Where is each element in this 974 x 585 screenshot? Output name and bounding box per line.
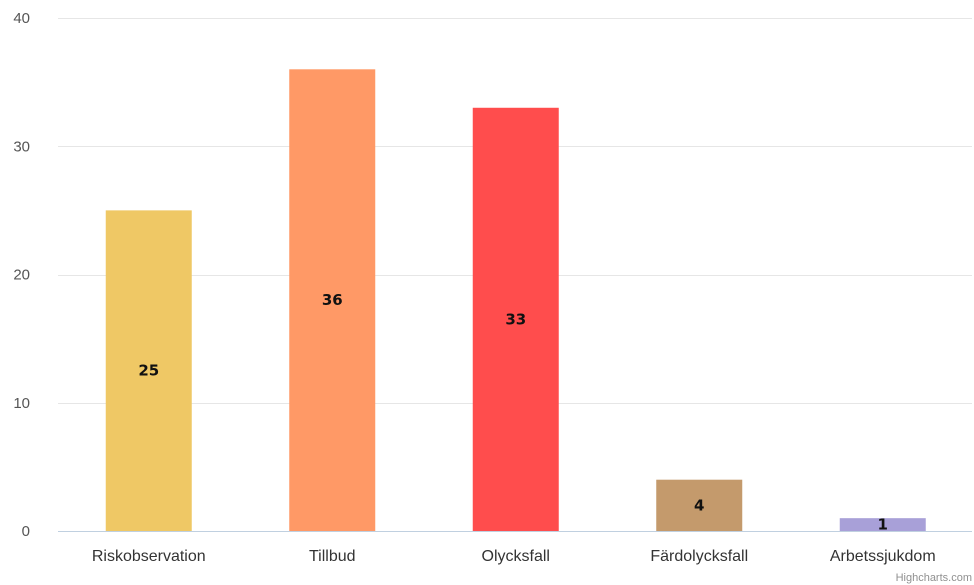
x-tick-label: Arbetssjukdom xyxy=(830,548,936,565)
x-tick-label: Olycksfall xyxy=(482,548,550,565)
y-tick-label: 40 xyxy=(13,10,30,27)
data-label: 4 xyxy=(694,496,704,514)
x-axis-labels: Riskobservation Tillbud Olycksfall Färdolyc… xyxy=(92,548,936,565)
bar-olycksfall[interactable] xyxy=(472,107,559,532)
data-label: 25 xyxy=(138,362,159,380)
credits-link[interactable]: Highcharts.com xyxy=(895,572,972,584)
data-label: 33 xyxy=(505,310,526,328)
data-label: 36 xyxy=(322,291,343,309)
y-axis-ticks: 0 10 20 30 40 xyxy=(13,10,30,540)
bar-riskobservation[interactable] xyxy=(105,210,192,531)
x-tick-label: Färdolycksfall xyxy=(650,548,748,565)
x-tick-label: Tillbud xyxy=(309,548,356,565)
y-tick-label: 10 xyxy=(13,395,30,412)
y-tick-label: 30 xyxy=(13,138,30,155)
y-tick-label: 20 xyxy=(13,267,30,284)
bar-färdolycksfall[interactable] xyxy=(656,479,743,531)
y-tick-label: 0 xyxy=(22,523,30,540)
bar-tillbud[interactable] xyxy=(289,69,376,532)
bar-arbetssjukdom[interactable] xyxy=(839,518,926,531)
bars xyxy=(105,69,926,532)
data-label: 1 xyxy=(878,516,888,534)
data-labels: 25 36 33 4 1 xyxy=(138,291,888,533)
x-tick-label: Riskobservation xyxy=(92,548,206,565)
